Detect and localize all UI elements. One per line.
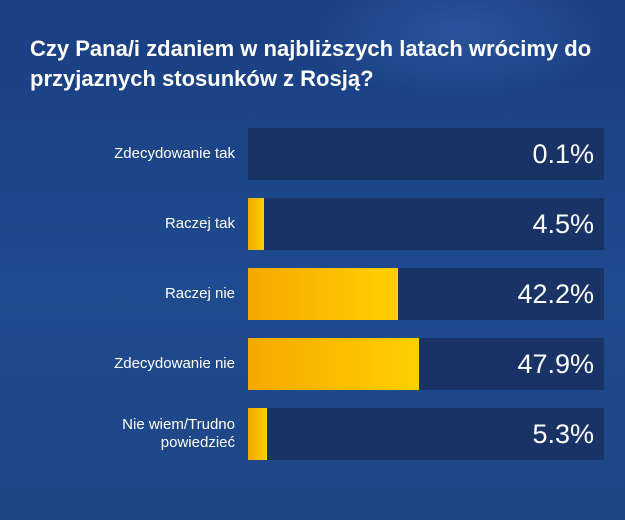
bar-row: Raczej tak 4.5% [0,198,625,250]
value-label: 47.9% [517,348,594,379]
value-label: 4.5% [532,208,594,239]
category-label: Raczej tak [164,215,235,232]
bar-fill [248,338,419,390]
category-label: Nie wiem/Trudno powiedzieć [122,416,235,451]
bar-fill [248,198,265,250]
value-label: 0.1% [532,138,594,169]
bar-track: 47.9% [248,338,604,390]
bar-track: 42.2% [248,268,604,320]
category-label: Zdecydowanie tak [114,145,235,162]
bar-row: Zdecydowanie tak 0.1% [0,128,625,180]
bar-row: Zdecydowanie nie 47.9% [0,338,625,390]
bar-row: Raczej nie 42.2% [0,268,625,320]
category-label: Zdecydowanie nie [114,355,235,372]
bar-fill [248,408,267,460]
bar-track: 0.1% [248,128,604,180]
bar-row: Nie wiem/Trudno powiedzieć 5.3% [0,408,625,460]
chart-title: Czy Pana/i zdaniem w najbliższych latach… [30,36,592,91]
value-label: 42.2% [517,278,594,309]
bar-track: 5.3% [248,408,604,460]
value-label: 5.3% [532,418,594,449]
category-label: Raczej nie [164,285,235,302]
bar-fill [248,268,399,320]
bar-track: 4.5% [248,198,604,250]
